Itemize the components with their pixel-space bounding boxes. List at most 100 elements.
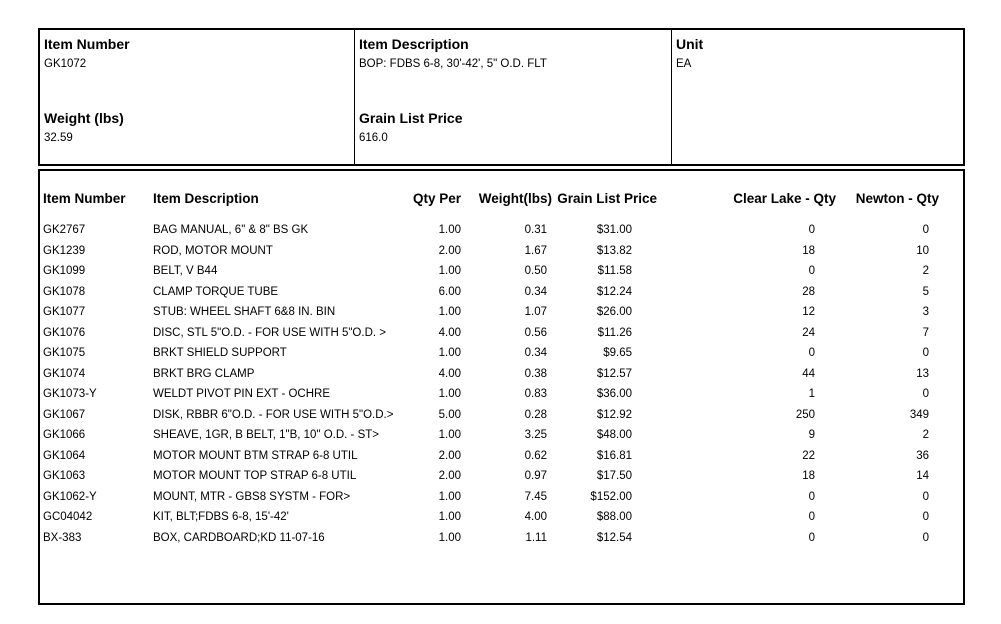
cell-item-description: BRKT SHIELD SUPPORT	[153, 347, 287, 360]
cell-qty-per: 1.00	[438, 490, 461, 503]
item-number-field: Item Number GK1072	[44, 36, 346, 71]
cell-item-description: KIT, BLT;FDBS 6-8, 15'-42'	[153, 511, 289, 524]
table-row: GK1077 STUB: WHEEL SHAFT 6&8 IN. BIN 1.00 1…	[40, 302, 963, 323]
cell-item-description: SHEAVE, 1GR, B BELT, 1"B, 10" O.D. - ST>	[153, 429, 379, 442]
cell-item-number: GK1075	[43, 347, 86, 360]
cell-newton-qty: 0	[922, 224, 929, 237]
cell-newton-qty: 10	[916, 244, 929, 257]
unit-label: Unit	[676, 36, 704, 52]
table-row: GK1073-Y WELDT PIVOT PIN EXT - OCHRE 1.00 0…	[40, 384, 963, 405]
summary-column-1: Item Number GK1072 Weight (lbs) 32.59	[40, 30, 355, 164]
table-row: GK1074 BRKT BRG CLAMP 4.00 0.38 $12.57 44 13	[40, 364, 963, 385]
item-description-field: Item Description BOP: FDBS 6-8, 30'-42',…	[359, 36, 663, 71]
cell-item-number: GK1078	[43, 285, 86, 298]
parts-table-body: GK2767 BAG MANUAL, 6" & 8" BS GK 1.00 0.31 $…	[40, 220, 963, 548]
cell-item-number: GK1076	[43, 326, 86, 339]
cell-qty-per: 4.00	[438, 367, 461, 380]
cell-newton-qty: 14	[916, 470, 929, 483]
cell-item-number: GK2767	[43, 224, 86, 237]
cell-item-description: BELT, V B44	[153, 265, 218, 278]
cell-item-description: DISC, STL 5"O.D. - FOR USE WITH 5"O.D. >	[153, 326, 386, 339]
table-row: GK1239 ROD, MOTOR MOUNT 2.00 1.67 $13.82 18 10	[40, 241, 963, 262]
cell-weight: 1.11	[525, 531, 547, 544]
cell-item-description: DISK, RBBR 6"O.D. - FOR USE WITH 5"O.D.>	[153, 408, 394, 421]
cell-clear-lake-qty: 28	[802, 285, 815, 298]
parts-table-header: Item Number Item Description Qty Per Wei…	[40, 171, 963, 220]
cell-newton-qty: 2	[922, 429, 929, 442]
table-row: GK1067 DISK, RBBR 6"O.D. - FOR USE WITH 5…	[40, 405, 963, 426]
item-summary-panel: Item Number GK1072 Weight (lbs) 32.59 It…	[38, 28, 965, 166]
item-number-label: Item Number	[44, 36, 130, 52]
cell-grain-list-price: $48.00	[596, 429, 632, 442]
cell-weight: 0.31	[524, 224, 547, 237]
cell-newton-qty: 7	[922, 326, 929, 339]
grain-list-price-label: Grain List Price	[359, 110, 463, 126]
grain-list-price-field: Grain List Price 616.0	[359, 110, 663, 145]
cell-qty-per: 2.00	[438, 470, 461, 483]
cell-weight: 0.97	[524, 470, 547, 483]
cell-grain-list-price: $17.50	[596, 470, 632, 483]
cell-qty-per: 2.00	[438, 244, 461, 257]
cell-item-description: CLAMP TORQUE TUBE	[153, 285, 279, 298]
table-row: GK1075 BRKT SHIELD SUPPORT 1.00 0.34 $9.65 0 0	[40, 343, 963, 364]
cell-newton-qty: 349	[909, 408, 929, 421]
cell-item-number: GK1064	[43, 449, 86, 462]
cell-clear-lake-qty: 12	[802, 306, 815, 319]
cell-grain-list-price: $36.00	[596, 388, 632, 401]
cell-item-description: BAG MANUAL, 6" & 8" BS GK	[153, 224, 309, 237]
weight-value: 32.59	[44, 132, 73, 144]
cell-grain-list-price: $16.81	[596, 449, 632, 462]
weight-label: Weight (lbs)	[44, 110, 124, 126]
cell-clear-lake-qty: 18	[802, 244, 815, 257]
cell-grain-list-price: $12.57	[596, 367, 632, 380]
cell-clear-lake-qty: 250	[795, 408, 815, 421]
cell-qty-per: 1.00	[438, 429, 461, 442]
unit-value: EA	[676, 58, 692, 70]
cell-qty-per: 1.00	[438, 531, 461, 544]
cell-qty-per: 5.00	[438, 408, 461, 421]
table-row: GC04042 KIT, BLT;FDBS 6-8, 15'-42' 1.00 4.0…	[40, 507, 963, 528]
cell-clear-lake-qty: 0	[808, 490, 815, 503]
cell-weight: 0.28	[524, 408, 547, 421]
cell-item-description: MOTOR MOUNT TOP STRAP 6-8 UTIL	[153, 470, 357, 483]
cell-item-number: GK1239	[43, 244, 86, 257]
table-row: GK1076 DISC, STL 5"O.D. - FOR USE WITH 5"…	[40, 323, 963, 344]
col-header-qty-per: Qty Per	[412, 191, 461, 206]
item-description-label: Item Description	[359, 36, 469, 52]
col-header-grain-list-price: Grain List Price	[557, 191, 657, 206]
cell-newton-qty: 13	[916, 367, 929, 380]
cell-item-number: GK1099	[43, 265, 86, 278]
cell-item-number: GK1063	[43, 470, 86, 483]
unit-field: Unit EA	[676, 36, 955, 71]
cell-clear-lake-qty: 0	[808, 531, 815, 544]
weight-field: Weight (lbs) 32.59	[44, 110, 346, 145]
cell-newton-qty: 2	[922, 265, 929, 278]
parts-table: Item Number Item Description Qty Per Wei…	[40, 171, 963, 548]
cell-item-number: GK1077	[43, 306, 86, 319]
summary-column-3: Unit EA	[672, 30, 963, 164]
cell-item-description: BRKT BRG CLAMP	[153, 367, 255, 380]
table-row: GK1064 MOTOR MOUNT BTM STRAP 6-8 UTIL 2.00…	[40, 446, 963, 467]
cell-newton-qty: 0	[922, 511, 929, 524]
cell-clear-lake-qty: 0	[808, 265, 815, 278]
cell-qty-per: 1.00	[438, 511, 461, 524]
cell-weight: 7.45	[524, 490, 547, 503]
cell-weight: 0.56	[524, 326, 547, 339]
cell-clear-lake-qty: 22	[802, 449, 815, 462]
cell-weight: 3.25	[524, 429, 547, 442]
cell-grain-list-price: $11.58	[597, 265, 632, 278]
cell-newton-qty: 3	[922, 306, 929, 319]
cell-grain-list-price: $26.00	[596, 306, 632, 319]
col-header-newton-qty: Newton - Qty	[855, 191, 939, 206]
cell-item-description: MOUNT, MTR - GBS8 SYSTM - FOR>	[153, 490, 351, 503]
header-row: Item Number Item Description Qty Per Wei…	[40, 171, 963, 220]
cell-weight: 0.62	[524, 449, 547, 462]
cell-grain-list-price: $88.00	[596, 511, 632, 524]
cell-qty-per: 4.00	[438, 326, 461, 339]
cell-item-number: BX-383	[43, 531, 82, 544]
cell-item-number: GK1073-Y	[43, 388, 97, 401]
cell-item-description: MOTOR MOUNT BTM STRAP 6-8 UTIL	[153, 449, 358, 462]
cell-weight: 0.34	[524, 347, 547, 360]
cell-item-number: GC04042	[43, 511, 93, 524]
